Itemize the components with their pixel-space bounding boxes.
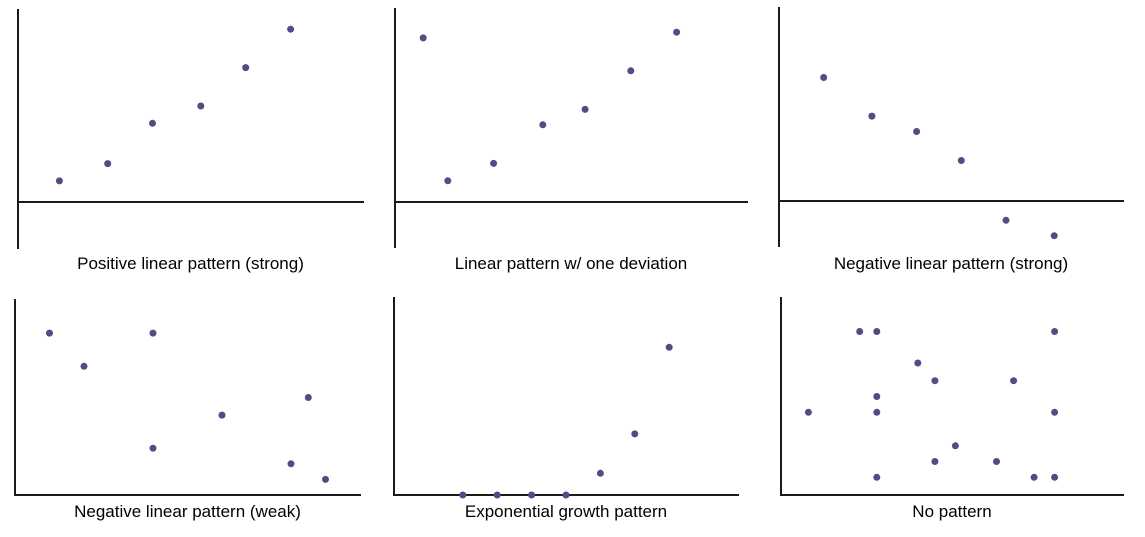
data-point bbox=[868, 112, 876, 120]
data-point bbox=[287, 460, 295, 468]
data-point bbox=[149, 444, 157, 452]
data-point bbox=[287, 25, 295, 33]
data-point bbox=[596, 469, 604, 477]
data-point bbox=[873, 408, 881, 416]
caption-positive-linear-strong: Positive linear pattern (strong) bbox=[77, 254, 304, 273]
caption-negative-linear-weak: Negative linear pattern (weak) bbox=[74, 502, 301, 521]
data-point bbox=[820, 74, 828, 81]
data-point bbox=[528, 491, 536, 499]
data-point bbox=[104, 160, 112, 168]
data-point bbox=[149, 119, 156, 127]
data-point bbox=[873, 328, 881, 335]
data-point bbox=[1051, 473, 1059, 481]
data-point bbox=[673, 28, 681, 36]
data-point bbox=[993, 458, 1000, 465]
data-point bbox=[873, 393, 881, 400]
data-point bbox=[913, 128, 921, 135]
data-point bbox=[490, 159, 498, 167]
caption-negative-linear-strong: Negative linear pattern (strong) bbox=[833, 254, 1069, 273]
data-point bbox=[539, 121, 547, 129]
data-point bbox=[197, 102, 205, 110]
data-point bbox=[218, 411, 226, 419]
data-point bbox=[581, 105, 589, 113]
data-point bbox=[419, 34, 427, 42]
caption-exponential-growth: Exponential growth pattern bbox=[464, 502, 668, 521]
data-point bbox=[1002, 216, 1010, 224]
data-point bbox=[951, 442, 959, 450]
data-point bbox=[931, 377, 939, 385]
data-point bbox=[1030, 473, 1038, 481]
data-point bbox=[1051, 408, 1059, 416]
data-point bbox=[1050, 232, 1058, 240]
data-point bbox=[665, 343, 673, 351]
data-point bbox=[931, 458, 939, 465]
data-point bbox=[459, 491, 467, 499]
data-point bbox=[804, 408, 812, 416]
data-point bbox=[149, 329, 157, 337]
data-point bbox=[444, 177, 452, 185]
data-point bbox=[304, 394, 312, 401]
data-point bbox=[957, 157, 965, 164]
caption-linear-one-deviation: Linear pattern w/ one deviation bbox=[454, 254, 688, 273]
data-point bbox=[873, 473, 881, 481]
data-point bbox=[914, 359, 922, 367]
data-point bbox=[322, 475, 329, 483]
data-point bbox=[631, 430, 639, 438]
caption-no-pattern: No pattern bbox=[912, 502, 992, 521]
data-point bbox=[562, 491, 570, 499]
data-point bbox=[856, 328, 864, 335]
data-point bbox=[1010, 377, 1018, 385]
data-point bbox=[1051, 328, 1059, 335]
data-point bbox=[55, 177, 63, 185]
data-point bbox=[627, 67, 635, 75]
data-point bbox=[80, 362, 88, 370]
data-point bbox=[46, 329, 53, 337]
data-point bbox=[242, 64, 250, 72]
data-point bbox=[493, 491, 501, 499]
